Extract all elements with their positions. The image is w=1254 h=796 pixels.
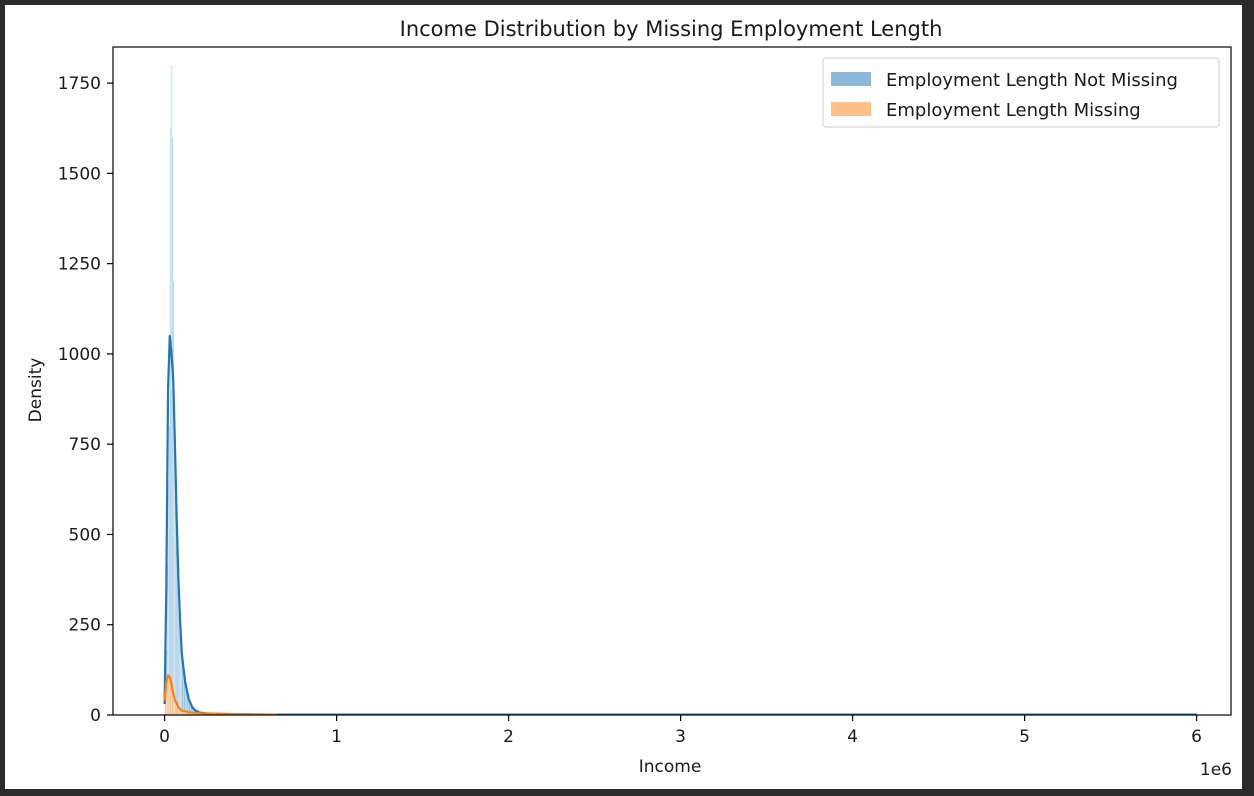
- x-axis-title: Income: [639, 757, 702, 777]
- histogram-bar: [172, 137, 174, 715]
- y-tick-label: 500: [69, 525, 101, 545]
- legend-swatch: [831, 72, 871, 86]
- histogram-bar: [167, 676, 170, 715]
- y-tick-label: 1750: [58, 74, 101, 94]
- chart-marks: [163, 64, 1197, 715]
- legend-swatch: [831, 102, 871, 116]
- histogram-bar: [169, 128, 171, 715]
- legend-label: Employment Length Not Missing: [886, 70, 1178, 91]
- x-tick-label: 3: [675, 727, 686, 747]
- histogram-bar: [168, 426, 170, 715]
- chart-title: Income Distribution by Missing Employmen…: [400, 17, 943, 41]
- legend-label: Employment Length Missing: [886, 100, 1141, 121]
- x-tick-label: 4: [847, 727, 858, 747]
- histogram-bar: [171, 64, 173, 715]
- x-tick-label: 6: [1191, 727, 1202, 747]
- legend: Employment Length Not Missing Employment …: [822, 57, 1220, 128]
- y-tick-label: 1250: [58, 255, 101, 275]
- x-tick-label: 2: [503, 727, 514, 747]
- y-tick-label: 0: [90, 706, 101, 726]
- y-tick-label: 750: [69, 435, 101, 455]
- x-tick-label: 0: [159, 727, 170, 747]
- plot-area: 0 1 2 3 4 5 6 0 250 500 750 1000 1250 1500 1750: [58, 46, 1232, 747]
- histogram-bar: [173, 281, 175, 715]
- x-tick-label: 1: [331, 727, 342, 747]
- series-1-bars: [164, 64, 277, 715]
- chart-figure: Income Distribution by Missing Employmen…: [5, 5, 1242, 789]
- histogram-bar: [164, 704, 167, 715]
- histogram-bar: [173, 700, 176, 715]
- y-tick-label: 250: [69, 616, 101, 636]
- axes-frame: [112, 46, 1232, 716]
- x-tick-label: 5: [1019, 727, 1030, 747]
- series-2-kde-line: [163, 674, 277, 715]
- chart-svg: Income Distribution by Missing Employmen…: [26, 17, 1232, 780]
- y-axis-title: Density: [26, 358, 46, 423]
- y-tick-label: 1500: [58, 164, 101, 184]
- x-axis-offset-label: 1e6: [1200, 760, 1232, 780]
- legend-box: [822, 57, 1220, 128]
- y-tick-label: 1000: [58, 345, 101, 365]
- histogram-bar: [170, 389, 172, 715]
- series-1-kde-line: [163, 334, 1197, 715]
